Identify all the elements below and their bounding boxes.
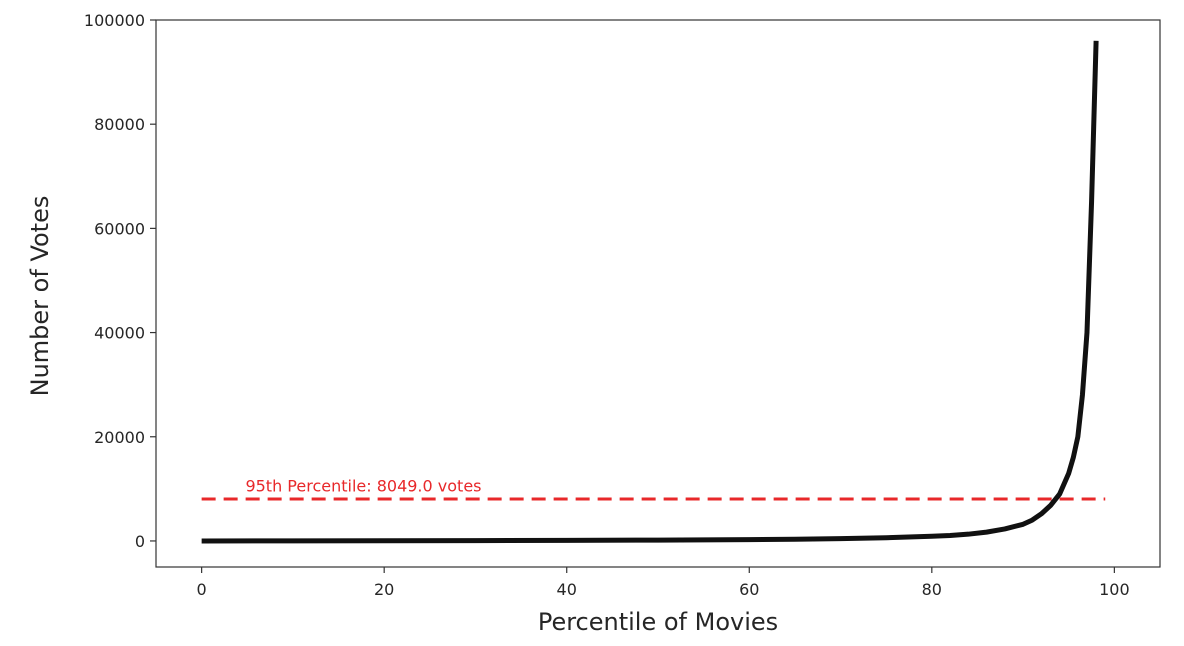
y-tick-label: 80000 xyxy=(94,115,145,134)
x-tick-label: 60 xyxy=(739,580,759,599)
x-axis-ticks: 0 20 40 60 80 100 xyxy=(197,567,1130,599)
x-tick-label: 80 xyxy=(922,580,942,599)
y-axis-title: Number of Votes xyxy=(26,196,54,397)
reference-lines: 95th Percentile: 8049.0 votes xyxy=(201,476,1106,501)
y-tick-label: 100000 xyxy=(84,11,145,30)
x-tick-label: 100 xyxy=(1099,580,1130,599)
x-tick-label: 40 xyxy=(557,580,577,599)
y-axis-ticks: 0 20000 40000 60000 80000 100000 xyxy=(84,11,156,551)
y-tick-label: 60000 xyxy=(94,219,145,238)
y-tick-label: 40000 xyxy=(94,324,145,343)
x-tick-label: 20 xyxy=(374,580,394,599)
y-tick-label: 20000 xyxy=(94,428,145,447)
series-layer xyxy=(201,40,1099,544)
plot-area xyxy=(155,19,1161,568)
x-tick-label: 0 xyxy=(197,580,207,599)
x-axis-title: Percentile of Movies xyxy=(538,608,778,636)
y-tick-label: 0 xyxy=(135,532,145,551)
votes-series-line xyxy=(201,40,1099,544)
percentile-annotation: 95th Percentile: 8049.0 votes xyxy=(245,476,481,495)
